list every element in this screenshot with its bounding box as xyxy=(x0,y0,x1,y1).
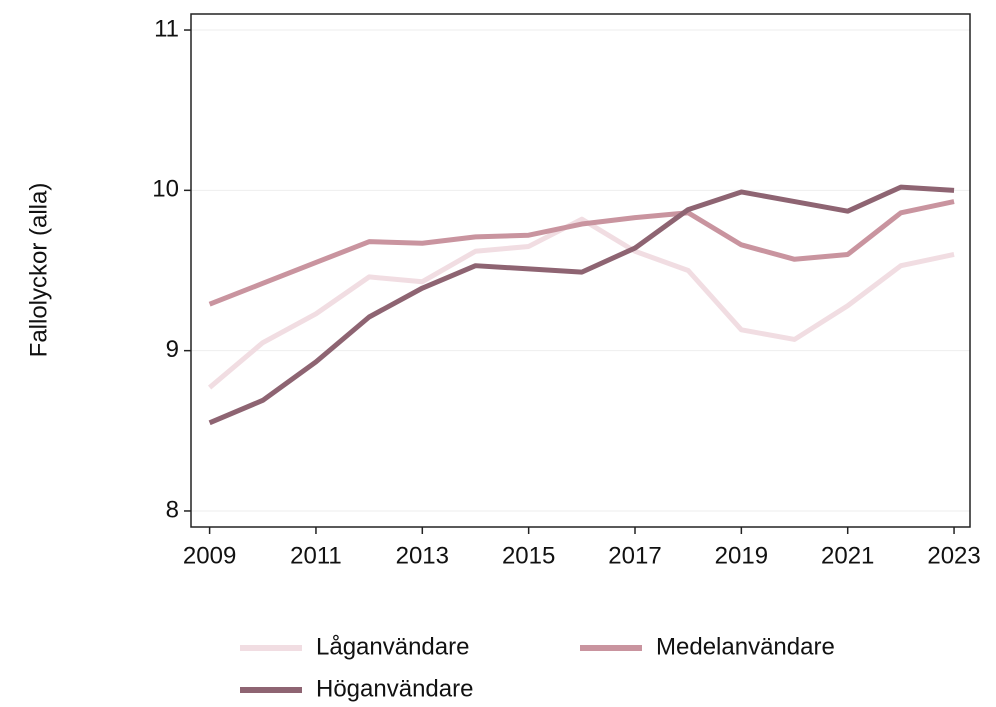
y-tick-label: 8 xyxy=(166,496,179,523)
x-tick-label: 2017 xyxy=(608,542,661,569)
legend-label: Höganvändare xyxy=(316,675,473,702)
line-series xyxy=(207,216,955,390)
y-axis-label: Fallolyckor (alla) xyxy=(25,183,52,358)
plot-frame xyxy=(190,13,971,528)
x-tick-label: 2011 xyxy=(290,542,342,569)
line-series xyxy=(208,199,955,307)
y-tick-label: 11 xyxy=(154,15,179,42)
y-tick-label: 10 xyxy=(152,176,179,203)
x-tick-label: 2023 xyxy=(927,542,980,569)
x-tick-label: 2019 xyxy=(715,542,768,569)
x-tick-label: 2013 xyxy=(396,542,449,569)
y-tick-label: 9 xyxy=(166,336,179,363)
x-tick-label: 2015 xyxy=(502,542,555,569)
x-tick-label: 2021 xyxy=(821,542,874,569)
line-series xyxy=(208,184,955,426)
x-tick-label: 2009 xyxy=(183,542,236,569)
legend-label: Medelanvändare xyxy=(656,633,835,660)
legend-label: Låganvändare xyxy=(316,633,469,660)
